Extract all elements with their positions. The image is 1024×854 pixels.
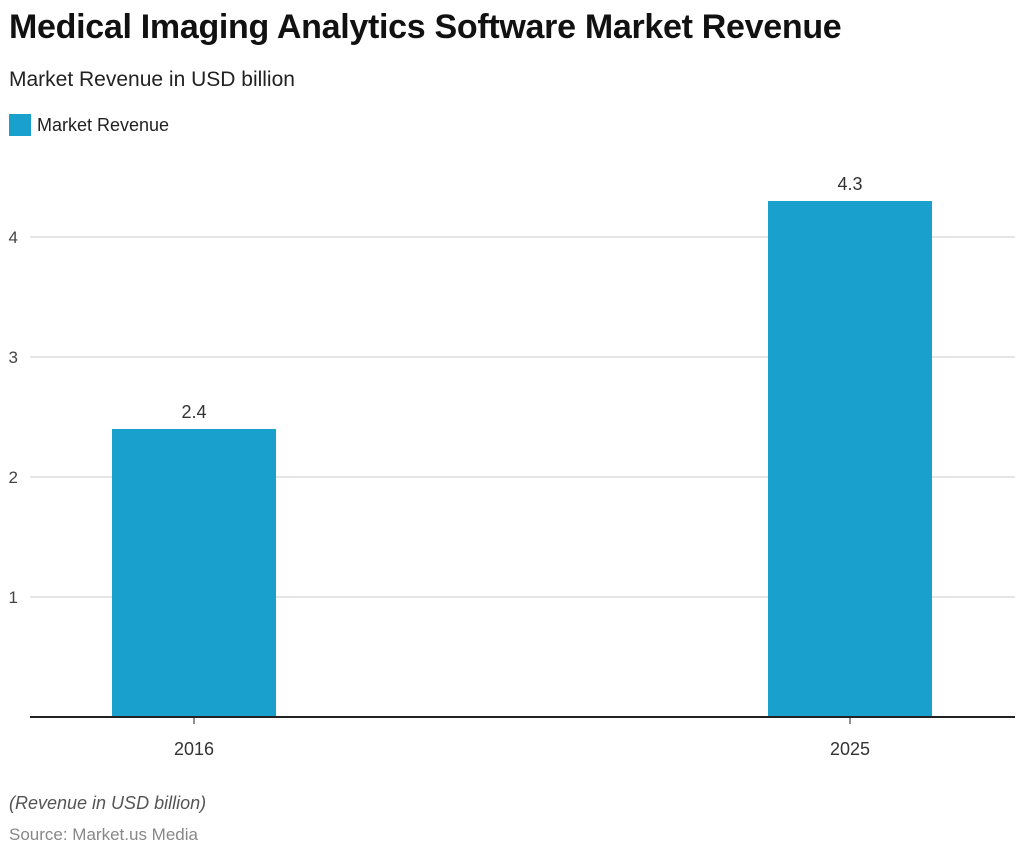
unit-note: (Revenue in USD billion) <box>9 793 207 813</box>
legend: Market Revenue <box>9 114 169 136</box>
y-tick-label: 4 <box>9 228 18 247</box>
chart-subtitle: Market Revenue in USD billion <box>9 68 295 91</box>
source-note: Source: Market.us Media <box>9 825 198 844</box>
data-label: 2.4 <box>181 402 206 422</box>
y-tick-label: 2 <box>9 468 18 487</box>
bar-2025 <box>768 201 932 717</box>
x-tick-label: 2025 <box>830 739 870 759</box>
x-tick-label: 2016 <box>174 739 214 759</box>
bar-2016 <box>112 429 276 717</box>
legend-label: Market Revenue <box>37 114 170 135</box>
y-tick-label: 1 <box>9 588 18 607</box>
chart-title: Medical Imaging Analytics Software Marke… <box>9 8 842 46</box>
y-tick-label: 3 <box>9 348 18 367</box>
data-label: 4.3 <box>837 174 862 194</box>
legend-swatch <box>9 114 31 136</box>
